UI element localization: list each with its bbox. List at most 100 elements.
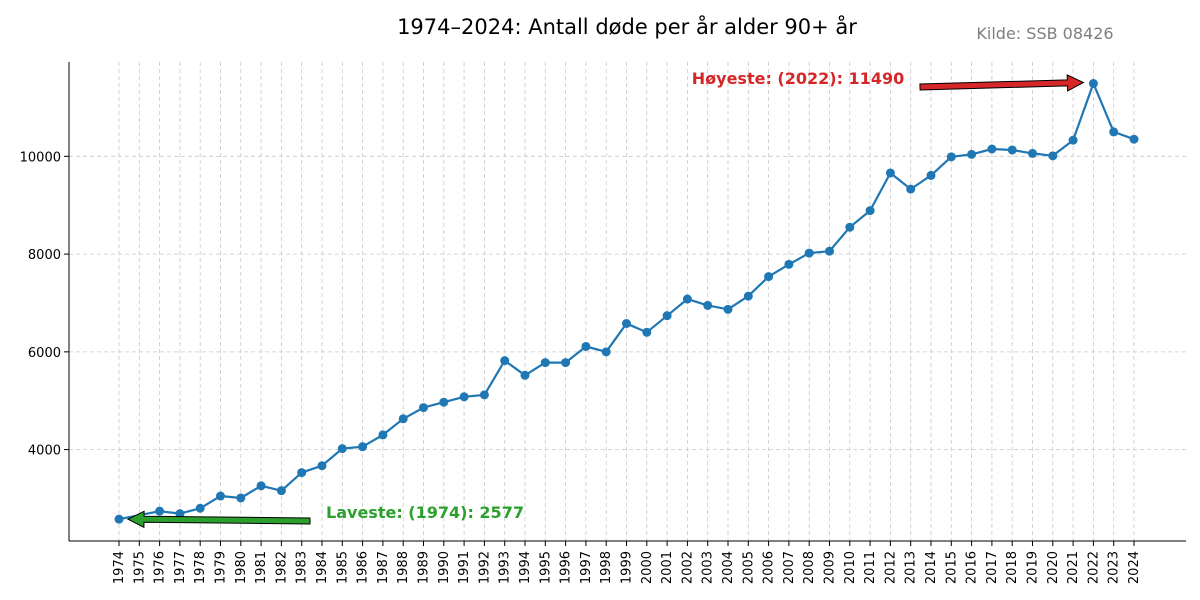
min-annotation-label: Laveste: (1974): 2577 [326,503,524,522]
x-tick-label: 2012 [883,551,898,584]
data-point [195,503,205,513]
x-tick-label: 1999 [620,551,635,584]
x-tick-label: 1987 [376,551,391,584]
data-point [155,506,165,516]
data-point [540,358,550,368]
chart-title: 1974–2024: Antall døde per år alder 90+ … [397,14,857,39]
y-tick-label: 4000 [28,444,61,459]
x-tick-label: 1997 [579,551,594,584]
data-point [825,246,834,256]
data-point [682,294,692,304]
x-tick-label: 1974 [112,551,127,584]
x-tick-label: 2007 [782,551,797,584]
x-tick-label: 1981 [254,551,269,584]
data-point [804,248,814,258]
data-point [561,358,571,368]
x-tick-label: 2010 [843,551,858,584]
data-point [317,461,327,471]
data-point [398,414,408,424]
data-point [662,311,672,321]
x-tick-label: 2020 [1046,551,1061,584]
data-point [236,493,246,503]
x-tick-label: 2013 [904,551,919,584]
data-point [520,370,530,380]
data-point [946,152,956,162]
data-point [1007,145,1017,155]
data-point [885,168,895,178]
x-tick-label: 2001 [660,551,675,584]
x-tick-label: 2016 [965,551,980,584]
data-point [967,149,977,159]
data-point [1129,134,1139,144]
data-point [642,327,652,337]
x-tick-label: 1990 [437,551,452,584]
x-tick-label: 1984 [315,551,330,584]
data-point [479,390,489,400]
x-tick-label: 1994 [518,551,533,584]
x-tick-label: 2004 [721,551,736,584]
data-point [276,486,286,496]
data-point [175,509,185,519]
x-tick-label: 1998 [599,551,614,584]
x-tick-label: 2014 [924,551,939,584]
x-tick-label: 1992 [477,551,492,584]
x-tick-label: 1988 [396,551,411,584]
data-point [865,206,875,216]
data-point [601,347,611,357]
x-tick-label: 2015 [944,551,959,584]
x-tick-label: 2005 [741,551,756,584]
data-point [378,430,388,440]
data-point [216,491,225,501]
y-tick-label: 6000 [28,346,61,361]
data-point [743,291,753,301]
data-point [1088,79,1098,89]
data-point [622,318,631,328]
x-tick-label: 2024 [1127,551,1142,584]
x-tick-label: 2002 [680,551,695,584]
x-tick-label: 2006 [762,551,777,584]
x-tick-label: 2019 [1026,551,1041,584]
x-tick-label: 2000 [640,551,655,584]
x-tick-label: 2017 [985,551,1000,584]
source-label: Kilde: SSB 08426 [976,24,1113,43]
data-point [764,272,774,282]
x-tick-label: 2003 [701,551,716,584]
data-point [256,481,266,491]
x-tick-label: 1986 [356,551,371,584]
x-tick-label: 1982 [274,551,289,584]
x-tick-label: 1993 [498,551,513,584]
max-annotation-arrow [919,74,1085,92]
x-tick-label: 2008 [802,551,817,584]
y-tick-label: 8000 [28,248,61,263]
data-point [703,300,713,310]
data-point [845,222,855,232]
data-point [297,468,307,478]
x-tick-label: 2021 [1066,551,1081,584]
data-point [459,392,469,402]
data-point [419,403,428,413]
x-tick-label: 1985 [335,551,350,584]
data-point [723,304,733,314]
x-tick-label: 1977 [173,551,188,584]
data-point [906,184,916,194]
x-tick-label: 1983 [295,551,310,584]
x-tick-label: 1979 [214,551,229,584]
data-point [1028,148,1037,158]
y-gridlines [69,155,1186,450]
x-tick-label: 1996 [559,551,574,584]
data-point [926,170,936,180]
data-point [1048,151,1058,161]
data-point [987,144,997,154]
data-point [1068,135,1078,145]
x-tick-label: 1995 [538,551,553,584]
x-tick-label: 1980 [234,551,249,584]
x-tick-label: 2022 [1086,551,1101,584]
data-point [358,442,368,452]
series-points [114,79,1139,524]
y-tick-label: 10000 [20,150,61,165]
max-annotation-label: Høyeste: (2022): 11490 [692,69,904,88]
data-point [114,514,124,524]
data-point [1109,127,1119,137]
x-tick-label: 2009 [823,551,838,584]
